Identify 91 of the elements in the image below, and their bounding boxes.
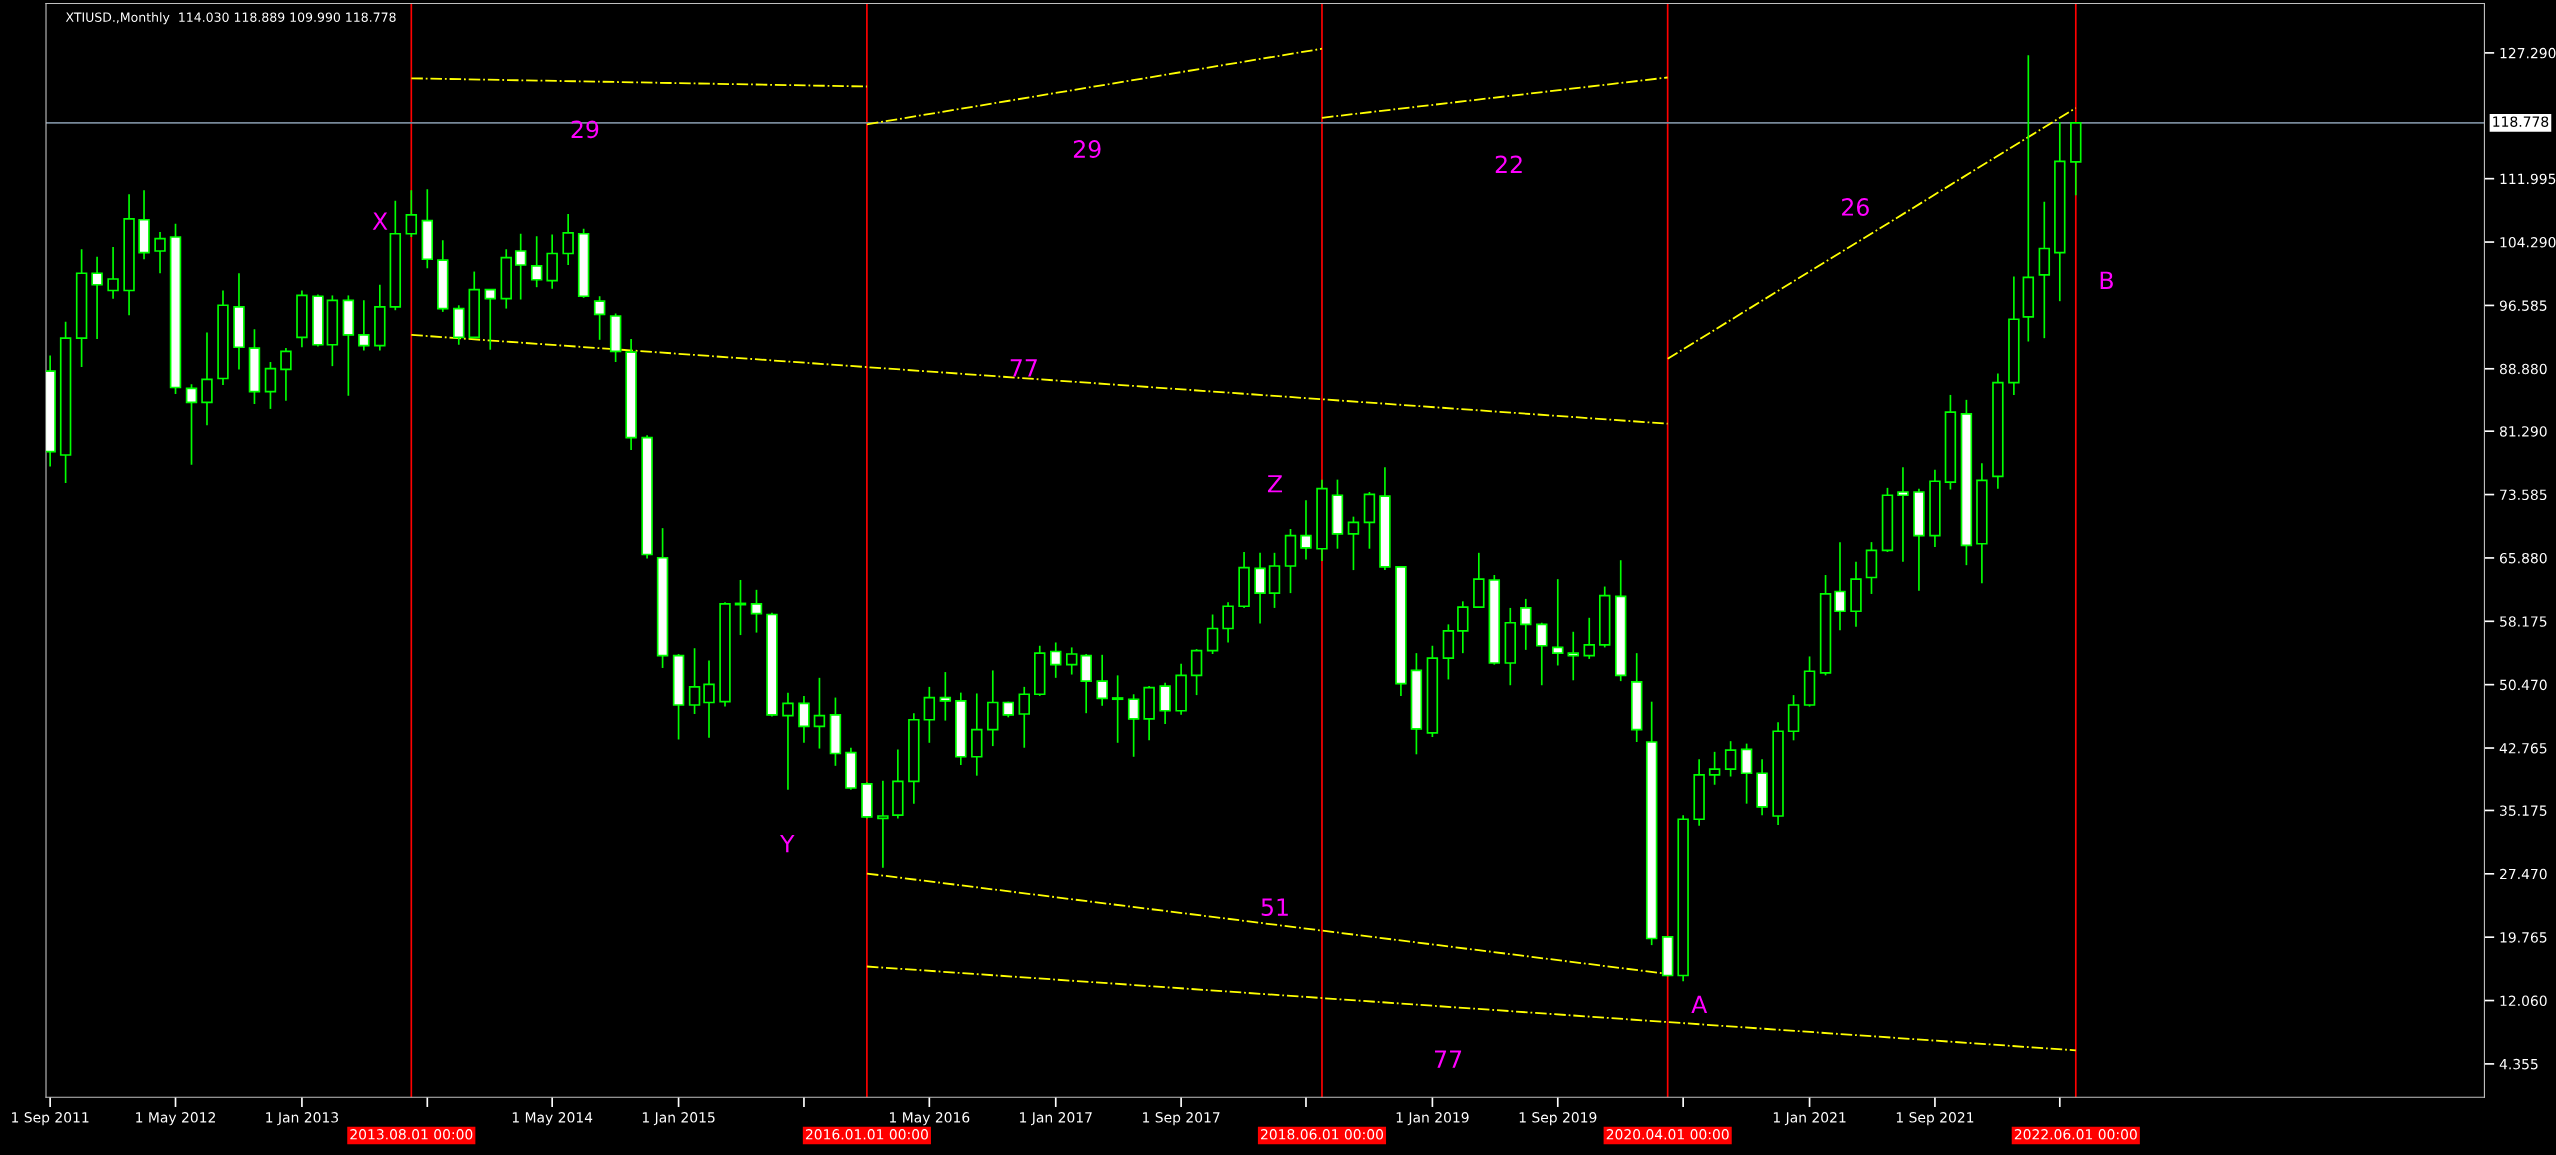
candlestick (813, 676, 826, 750)
candlestick (703, 659, 715, 739)
candlestick (782, 691, 794, 791)
candlestick (939, 671, 952, 722)
candlestick (1018, 686, 1031, 749)
annotation: 26 (1842, 198, 1869, 216)
x-tick-label: 1 May 2012 (136, 1112, 215, 1126)
candlestick (514, 232, 527, 301)
y-tick-label: 127.290 (2500, 47, 2556, 59)
candlestick (1111, 674, 1124, 744)
x-tick-label: 1 Jan 2017 (1020, 1112, 1092, 1126)
candlestick (1096, 653, 1108, 707)
x-tick-label: 1 Jan 2013 (266, 1112, 339, 1126)
annotation: A (1691, 995, 1708, 1013)
candlestick (1206, 613, 1219, 655)
annotation: 22 (1495, 155, 1522, 173)
x-tick-label: 1 Sep 2011 (12, 1112, 89, 1126)
candlestick (1222, 601, 1234, 644)
candlestick (1050, 641, 1062, 679)
candlestick (688, 647, 701, 715)
candlestick (185, 383, 198, 466)
annotation: 29 (571, 120, 599, 139)
y-tick-label: 4.355 (2499, 1058, 2538, 1070)
candlestick (1552, 578, 1564, 667)
y-tick-label: 104.290 (2500, 237, 2556, 248)
candlestick (1347, 515, 1360, 571)
annotation: B (2100, 271, 2113, 289)
y-tick-label: 42.765 (2499, 742, 2547, 754)
x-tick-label: 1 Jan 2015 (642, 1112, 715, 1126)
x-tick-label: 1 Sep 2019 (1519, 1112, 1597, 1126)
candlestick (1724, 740, 1737, 778)
candlestick (91, 255, 103, 340)
y-tick-label: 19.765 (2500, 932, 2547, 943)
text: XTIUSD.,Monthly 114.030 118.889 109.990 118.778 (65, 12, 396, 25)
candlestick (1300, 499, 1312, 561)
candlestick (798, 695, 810, 744)
y-tick-label: 12.060 (2500, 995, 2547, 1007)
candlestick (1520, 598, 1532, 651)
candlestick (264, 361, 277, 410)
y-tick-label: 96.585 (2499, 300, 2547, 311)
y-tick-label: 65.880 (2499, 552, 2547, 564)
candlestick (154, 231, 166, 275)
annotation: 51 (1261, 898, 1288, 916)
candlestick (877, 779, 889, 869)
y-tick-label: 58.175 (2500, 616, 2547, 627)
candlestick (750, 588, 763, 634)
y-tick-label: 27.470 (2500, 868, 2547, 880)
ref-line-label: 118.778 (2493, 116, 2549, 127)
candlestick (1567, 630, 1579, 682)
annotation: X (372, 212, 388, 230)
y-tick-label: 111.995 (2500, 173, 2556, 185)
annotation: Z (1267, 475, 1282, 493)
x-tick-label: 1 Jan 2021 (1773, 1112, 1846, 1126)
candlestick (107, 246, 119, 300)
y-tick-label: 88.880 (2499, 363, 2547, 375)
annotation: 29 (1073, 140, 1101, 158)
annotation: 77 (1435, 1050, 1462, 1068)
candlestick (593, 295, 606, 341)
y-tick-label: 81.290 (2499, 426, 2547, 437)
ref-line-label: 2018.06.01 00:00 (1261, 1129, 1384, 1140)
candlestick (1834, 541, 1846, 631)
candlestick (484, 288, 496, 351)
candlestick (562, 213, 574, 266)
candlestick (358, 299, 370, 352)
ref-line-label: 2016.01.01 00:00 (805, 1129, 928, 1140)
candlestick (1457, 600, 1469, 654)
x-tick-label: 1 Sep 2017 (1143, 1112, 1220, 1126)
x-tick-label: 1 Sep 2021 (1896, 1112, 1974, 1126)
candlestick (1583, 616, 1595, 660)
ref-line-label: 2020.04.01 00:00 (1606, 1129, 1729, 1140)
y-tick-label: 50.470 (2500, 679, 2547, 691)
candlestick (1065, 646, 1078, 676)
candlestick (1740, 742, 1753, 805)
x-tick-label: 1 Jan 2019 (1396, 1112, 1469, 1126)
y-tick-label: 73.585 (2500, 489, 2547, 501)
candlestick (201, 331, 213, 427)
candlestick (1536, 621, 1548, 687)
candlestick (280, 347, 292, 402)
candlestick (923, 686, 936, 744)
ref-line-label: 2022.06.01 00:00 (2014, 1129, 2137, 1140)
x-tick-label: 1 May 2016 (889, 1112, 970, 1126)
ref-line-label: 2013.08.01 00:00 (350, 1129, 473, 1140)
annotation: Y (780, 834, 795, 853)
candlestick (405, 189, 418, 238)
candlestick (1127, 693, 1140, 758)
annotation: 77 (1010, 359, 1037, 377)
candlestick (1897, 466, 1909, 563)
x-tick-label: 1 May 2014 (512, 1112, 593, 1126)
y-tick-label: 35.175 (2500, 805, 2547, 816)
candlestick (530, 235, 543, 289)
candlestick (1708, 751, 1721, 786)
